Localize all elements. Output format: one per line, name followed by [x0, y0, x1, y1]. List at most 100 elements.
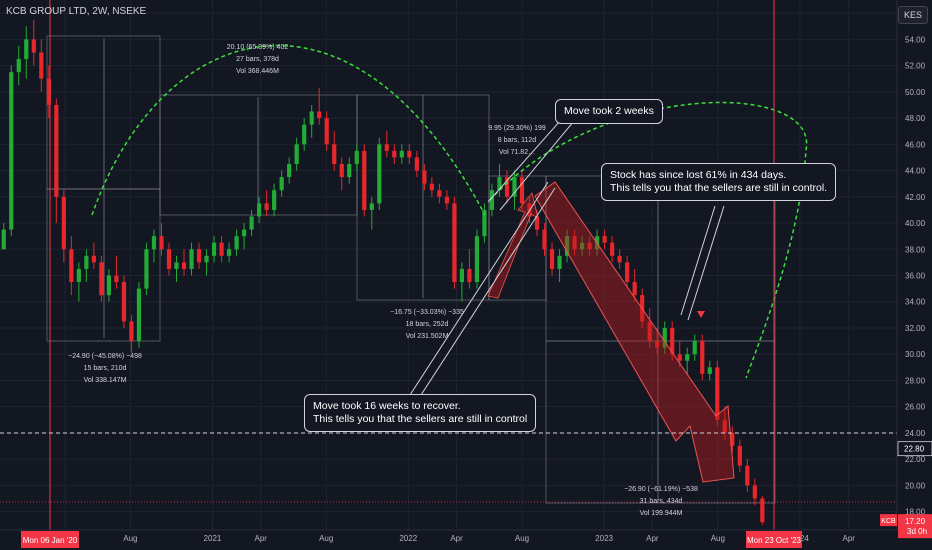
- candle-down: [121, 282, 127, 322]
- candle-up: [369, 203, 374, 210]
- candle-down: [91, 255, 96, 263]
- candle-down: [429, 183, 434, 191]
- last-price-bg: [898, 514, 932, 539]
- time-axis[interactable]: [0, 529, 932, 550]
- candle-up: [497, 177, 502, 191]
- candle-up: [136, 288, 142, 342]
- callout-pointer-61: [680, 205, 716, 316]
- time-marker-left-bg: [21, 531, 79, 548]
- last-price-label: 17.20: [905, 517, 926, 526]
- down-triangle-marker: [697, 311, 705, 318]
- candle-up: [1, 229, 6, 250]
- countdown-label: 3d 0h: [907, 527, 927, 536]
- candle-up: [564, 236, 570, 256]
- price-tick-label: 44.00: [905, 167, 926, 176]
- measure-label-line: 20.10 (65.89%) 402: [226, 44, 289, 51]
- symbol-title: KCB GROUP LTD, 2W, NSEKE: [6, 6, 147, 17]
- candle-up: [377, 144, 382, 204]
- symbol-badge-bg: [880, 514, 897, 527]
- candle-down: [670, 327, 675, 355]
- time-tick-label: Apr: [255, 534, 268, 543]
- price-tick-label: 46.00: [905, 140, 926, 149]
- candle-down: [519, 177, 525, 204]
- candle-down: [196, 249, 202, 263]
- time-tick-label: Apr: [842, 534, 855, 543]
- candle-down: [610, 242, 615, 256]
- candle-down: [549, 249, 555, 269]
- time-tick-label: Aug: [123, 534, 137, 543]
- candle-up: [189, 249, 194, 269]
- measure-label-line: 18 bars, 252d: [405, 321, 449, 328]
- candle-down: [181, 262, 187, 269]
- callout-lost-61-percent[interactable]: Stock has since lost 61% in 434 days. Th…: [601, 163, 837, 201]
- price-tick-label: 20.00: [905, 481, 926, 490]
- currency-badge[interactable]: KES: [897, 6, 928, 24]
- callout-move-16-weeks[interactable]: Move took 16 weeks to recover. This tell…: [304, 394, 537, 432]
- candle-up: [272, 190, 277, 210]
- callout-move-2-weeks[interactable]: Move took 2 weeks: [555, 99, 663, 124]
- crosshair-price-label: 22.80: [904, 445, 925, 454]
- dashed-curve-2020: [91, 44, 486, 216]
- candle-up: [16, 59, 21, 73]
- measure-label-line: Vol 199.944M: [639, 510, 683, 517]
- callout-pointer-2-weeks: [487, 120, 561, 203]
- price-tick-label: 48.00: [905, 114, 926, 123]
- candle-down: [219, 242, 224, 256]
- candle-down: [99, 262, 104, 296]
- candle-down: [332, 144, 337, 164]
- price-tick-label: 24.00: [905, 429, 926, 438]
- candle-down: [61, 196, 66, 250]
- price-tick-label: 18.00: [905, 508, 926, 517]
- price-tick-label: 50.00: [905, 88, 926, 97]
- candle-up: [204, 255, 209, 263]
- candle-up: [144, 249, 149, 289]
- symbol-badge: KCB: [881, 518, 896, 525]
- measure-label-line: −24.90 (−45.08%) −498: [68, 353, 142, 360]
- candle-up: [211, 242, 217, 256]
- candle-down: [715, 367, 720, 420]
- candles: [1, 19, 765, 525]
- candle-up: [234, 236, 239, 250]
- measure-label-line: Vol 368.446M: [236, 68, 279, 75]
- candle-down: [264, 203, 269, 210]
- candle-down: [737, 446, 742, 466]
- price-tick-label: 22.00: [905, 455, 926, 464]
- candle-up: [309, 111, 314, 125]
- time-marker-right-bg: [746, 531, 802, 548]
- time-tick-label: Aug: [711, 534, 725, 543]
- candle-up: [302, 124, 307, 145]
- candle-down: [384, 144, 389, 151]
- price-tick-label: 40.00: [905, 219, 926, 228]
- callout-pointer-16-weeks-b: [420, 187, 556, 396]
- candle-up: [226, 249, 232, 256]
- measure-label-fall-2023: −26.90 (−61.19%) −538 31 bars, 434d Vol …: [615, 484, 707, 520]
- time-marker-left: Mon 06 Jan '20: [23, 536, 78, 545]
- candle-down: [677, 354, 682, 361]
- measure-label-line: 31 bars, 434d: [639, 498, 683, 505]
- candle-down: [114, 275, 119, 283]
- candle-up: [151, 236, 157, 250]
- candle-down: [414, 157, 419, 171]
- measure-label-line: 9.95 (29.30%) 199: [488, 125, 546, 132]
- price-axis[interactable]: [896, 0, 932, 550]
- price-tick-label: 42.00: [905, 193, 926, 202]
- time-tick-label: 2023: [595, 534, 613, 543]
- candle-down: [617, 255, 622, 263]
- time-tick-label: Apr: [646, 534, 659, 543]
- time-tick-label: Aug: [319, 534, 333, 543]
- candle-up: [707, 367, 712, 374]
- candle-up: [459, 268, 465, 283]
- candle-up: [354, 150, 359, 164]
- price-tick-label: 28.00: [905, 376, 926, 385]
- axis-labels: 56.0054.0052.0050.0048.0046.0044.0042.00…: [21, 9, 932, 548]
- candle-down: [467, 268, 472, 283]
- candle-down: [542, 229, 547, 250]
- measure-label-line: −16.75 (−33.03%) −335: [390, 309, 464, 316]
- callout-pointer-2-weeks-b: [499, 120, 575, 211]
- candle-down: [317, 111, 322, 119]
- candle-down: [31, 39, 36, 53]
- price-tick-label: 34.00: [905, 298, 926, 307]
- measure-label-fall-2021: −16.75 (−33.03%) −335 18 bars, 252d Vol …: [382, 307, 472, 343]
- time-marker-right: Mon 23 Oct '23: [747, 536, 802, 545]
